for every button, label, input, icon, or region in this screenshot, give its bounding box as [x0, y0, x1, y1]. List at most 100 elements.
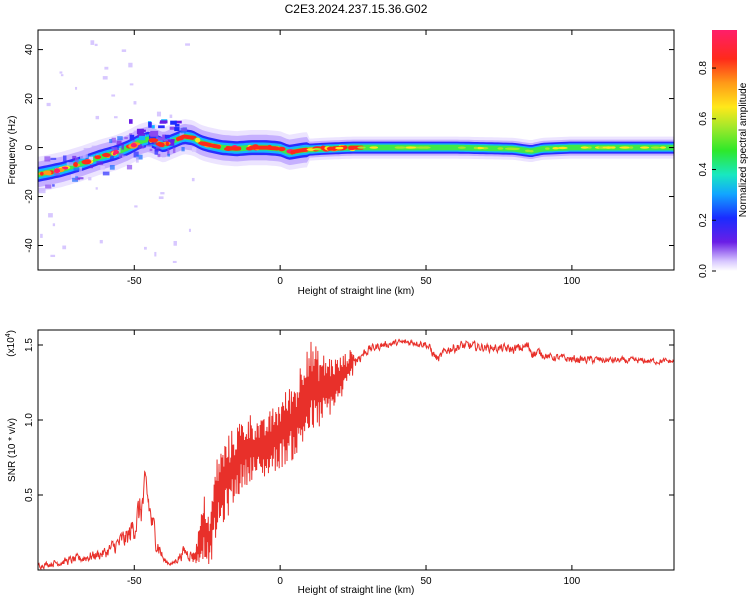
spectrogram-faint-cell	[88, 177, 92, 181]
spectrogram-faint-cell	[172, 260, 177, 263]
spectrogram-faint-cell	[48, 213, 53, 218]
spectrogram-noise-cell	[74, 157, 79, 163]
spectrogram-cyan-band	[38, 131, 674, 180]
spectrogram-faint-cell	[154, 251, 157, 257]
spectrogram-faint-cell	[128, 62, 133, 68]
spectrogram-noise-cell	[80, 152, 86, 159]
spectrogram-noise-cell	[45, 184, 52, 189]
spectrogram-noise-cell	[66, 162, 74, 166]
spectrogram-mid-cell	[336, 146, 341, 150]
snr-scale-note: (x104)	[5, 330, 17, 357]
spectrogram-ridge-segment	[292, 147, 309, 154]
spectrogram-faint-cell	[169, 114, 173, 119]
spectrogram-ridge-segment	[225, 146, 242, 151]
spectrogram-blob-cell	[169, 126, 175, 130]
spectrogram-mid-cell	[545, 147, 550, 150]
spectrogram-faint-cell	[160, 192, 165, 195]
spectrogram-mid-cell	[557, 146, 568, 150]
colorbar-gradient	[712, 30, 737, 271]
spectrogram-noise-cell	[74, 178, 81, 181]
spectrogram-faint-cell	[62, 245, 67, 250]
spectrogram-noise-cell	[77, 177, 84, 180]
spectrogram-noise-cell	[124, 136, 128, 139]
spectrogram-faint-cell	[191, 177, 195, 182]
spectrogram-hot-cell	[155, 142, 163, 146]
spectrogram-faint-cell	[173, 240, 177, 246]
spectrogram-noise-cell	[52, 184, 55, 187]
spectrogram-blob-cell	[137, 134, 146, 138]
spectrogram-noise-cell	[122, 155, 127, 160]
x-tick-label: 0	[277, 276, 283, 287]
spectrogram-noise-cell	[167, 153, 171, 157]
spectrogram-hot-cell	[42, 170, 52, 175]
spectrogram-blob-cell	[168, 140, 175, 146]
spectrogram-blob-cell	[129, 119, 133, 124]
spectrogram-noise-cell	[38, 187, 46, 194]
spectrogram-hot-cell	[165, 141, 170, 147]
spectrogram-noise-cell	[102, 171, 110, 176]
x-tick-label: 0	[277, 576, 283, 587]
spectrogram-faint-cell	[185, 43, 191, 46]
spectrogram-hot-cell	[101, 153, 111, 158]
spectrogram-noise-cell	[156, 144, 162, 149]
spectrogram-mid-cell	[424, 146, 430, 149]
spectrogram-faint-cell	[50, 254, 56, 258]
spectrogram-mid-cell	[312, 147, 322, 151]
colorbar-tick-label: 0.8	[698, 61, 709, 75]
spectrogram-faint-cell	[121, 49, 127, 52]
spectrogram-blob-cell	[174, 127, 180, 132]
spectrogram-faint-cell	[156, 111, 162, 117]
spectrogram-noise-cell	[116, 140, 122, 146]
spectrogram-faint-cell	[52, 223, 56, 227]
spectrogram-hot-cell	[130, 143, 137, 148]
spectrogram-noise-cell	[118, 153, 124, 159]
spectrogram-blob-cell	[138, 135, 146, 141]
snr-panel: -50 0 50 100 0.5 1.0 1.5 Height of straight l…	[5, 329, 675, 596]
snr-line-layer	[38, 338, 674, 570]
colorbar-tick-label: 0.0	[698, 264, 709, 278]
spectrogram-mid-cell	[404, 146, 417, 149]
colorbar: 0.0 0.2 0.4 0.6 0.8 Normalized spectral ampl…	[698, 30, 749, 278]
spectrogram-noise-cell	[83, 147, 91, 153]
spectrogram-faint-cell	[60, 74, 64, 77]
spectrogram-blob-cell	[174, 120, 182, 124]
x-tick-label: 50	[420, 576, 432, 587]
spectrogram-noise-cell	[157, 153, 161, 158]
spectrogram-mid-cell	[629, 146, 634, 149]
spectrogram-x-axis-label: Height of straight line (km)	[298, 286, 415, 297]
spectrogram-blob-cell	[138, 129, 146, 132]
snr-y-ticks: 0.5 1.0 1.5	[24, 338, 674, 502]
spectrogram-noise-cell	[91, 145, 99, 150]
spectrogram-mid-cell	[639, 146, 650, 149]
spectrogram-noise-cell	[151, 140, 158, 145]
y-tick-label: 20	[24, 93, 35, 105]
spectrogram-faint-cell	[90, 40, 95, 45]
spectrogram-noise-cell	[111, 147, 118, 151]
spectrogram-faint-cell	[95, 187, 98, 190]
chart-title: C2E3.2024.237.15.36.G02	[285, 2, 428, 16]
x-tick-label: 100	[564, 576, 581, 587]
spectrogram-mid-cell	[619, 146, 631, 149]
spectrogram-noise-cell	[136, 154, 143, 160]
spectrogram-mid-cell	[552, 147, 559, 150]
spectrogram-ridge-segment	[249, 145, 280, 151]
spectrogram-mid-cell	[580, 146, 589, 149]
spectrogram-hot-cell	[73, 162, 78, 168]
spectrogram-noise-cell	[154, 149, 159, 155]
spectrogram-noise-cell	[181, 146, 185, 152]
spectrogram-halo-inner	[38, 123, 674, 188]
spectrogram-blob-cell	[129, 134, 135, 141]
spectrogram-mid-cell	[504, 147, 517, 150]
spectrogram-hot-cell	[148, 138, 159, 143]
spectrogram-ridge-segment	[176, 134, 195, 141]
spectrogram-faint-cell	[99, 239, 103, 244]
spectrogram-faint-cell	[191, 147, 197, 152]
spectrogram-mid-cell	[586, 146, 592, 149]
spectrogram-faint-cell	[113, 116, 118, 119]
spectrogram-mid-cell	[357, 146, 366, 149]
spectrogram-heat-layer	[38, 40, 674, 263]
spectrogram-noise-cell	[109, 138, 113, 144]
snr-x-ticks: -50 0 50 100	[127, 330, 581, 587]
spectrogram-mid-cell	[371, 146, 379, 149]
snr-scale-base: (x10	[6, 337, 17, 357]
